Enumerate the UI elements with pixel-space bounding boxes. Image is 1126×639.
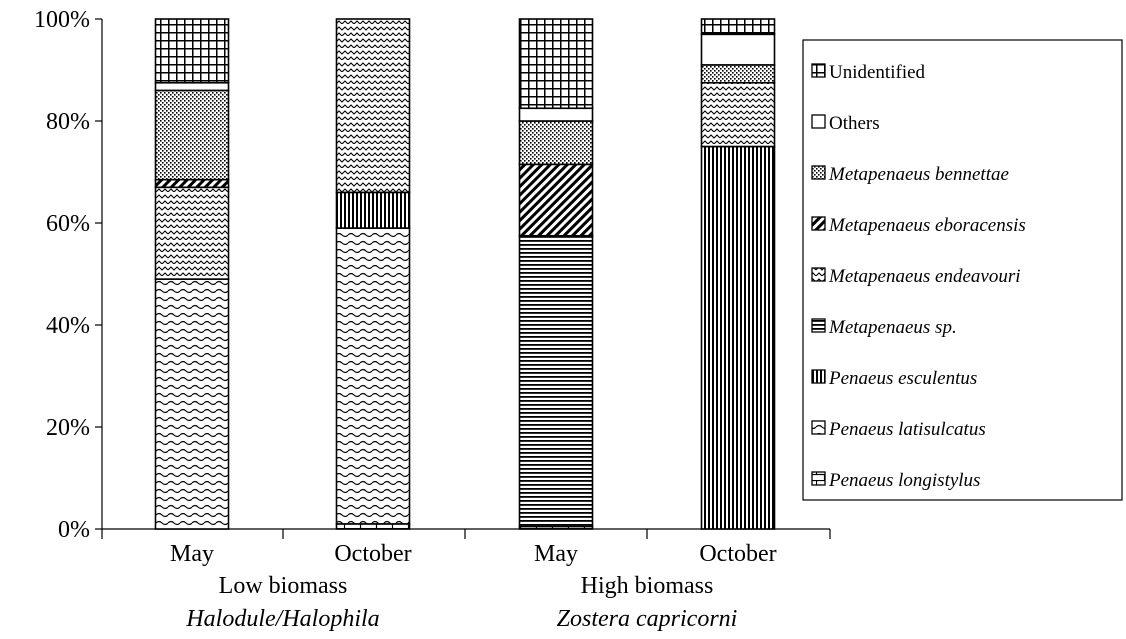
y-tick-label: 60% [46,211,90,237]
bar-segment [700,33,776,66]
legend-swatch [811,369,826,384]
bar-segment [700,145,776,530]
x-axis-labels: May October May October Low biomass Halodule/… [170,541,777,632]
legend-label: Penaeus longistylus [828,470,980,491]
group-sublabel: Halodule/Halophila [185,606,379,632]
group-label: High biomass [581,573,714,599]
y-tick-label: 20% [46,415,90,441]
y-tick-label: 40% [46,313,90,339]
bar-segment [700,81,776,148]
bar-stack [335,18,411,530]
legend-swatch [811,165,826,180]
group-sublabel: Zostera capricorni [557,606,738,632]
legend: Unidentified Others Metapenaeus bennettae M… [802,39,1123,501]
bar-stack [700,18,776,530]
bar-segment [518,163,594,237]
axes: 0% 20% 40% 60% 80% 100% [34,7,831,543]
legend-swatch [811,114,826,129]
bar-segment [154,89,230,181]
bar-segment [154,186,230,280]
bar-segment [335,18,411,194]
legend-swatch [811,63,826,78]
legend-swatch [811,216,826,231]
x-tick-label: October [699,541,776,567]
legend-swatch [811,267,826,282]
y-tick-label: 80% [46,109,90,135]
bar-segment [154,18,230,84]
legend-label: Penaeus latisulcatus [828,419,986,440]
legend-swatch [811,318,826,333]
bar-segment [518,18,594,110]
legend-label: Unidentified [829,62,926,83]
bar-segment [335,227,411,525]
legend-label: Penaeus esculentus [828,368,977,389]
y-tick-label: 100% [34,7,90,33]
x-tick-label: May [534,541,578,567]
group-label: Low biomass [219,573,348,599]
legend-label: Others [829,113,880,134]
bar-segment [154,278,230,530]
bar-segment [518,107,594,122]
x-tick-label: May [170,541,214,567]
bar-segment [154,178,230,189]
bar-segment [518,234,594,528]
legend-box [802,39,1123,501]
bar-segment [154,81,230,92]
legend-label: Metapenaeus eboracensis [828,215,1026,236]
bar-segment [700,18,776,36]
legend-label: Metapenaeus bennettae [828,164,1009,185]
bar-stack [518,18,594,530]
legend-swatch [811,420,826,435]
y-tick-label: 0% [58,517,90,543]
legend-label: Metapenaeus endeavouri [828,266,1021,287]
bar-stack [154,18,230,530]
bars [154,18,776,530]
bar-segment [335,191,411,229]
bar-segment [518,120,594,166]
bar-segment [700,64,776,84]
x-tick-label: October [334,541,411,567]
legend-swatch [811,471,826,486]
legend-label: Metapenaeus sp. [828,317,957,338]
